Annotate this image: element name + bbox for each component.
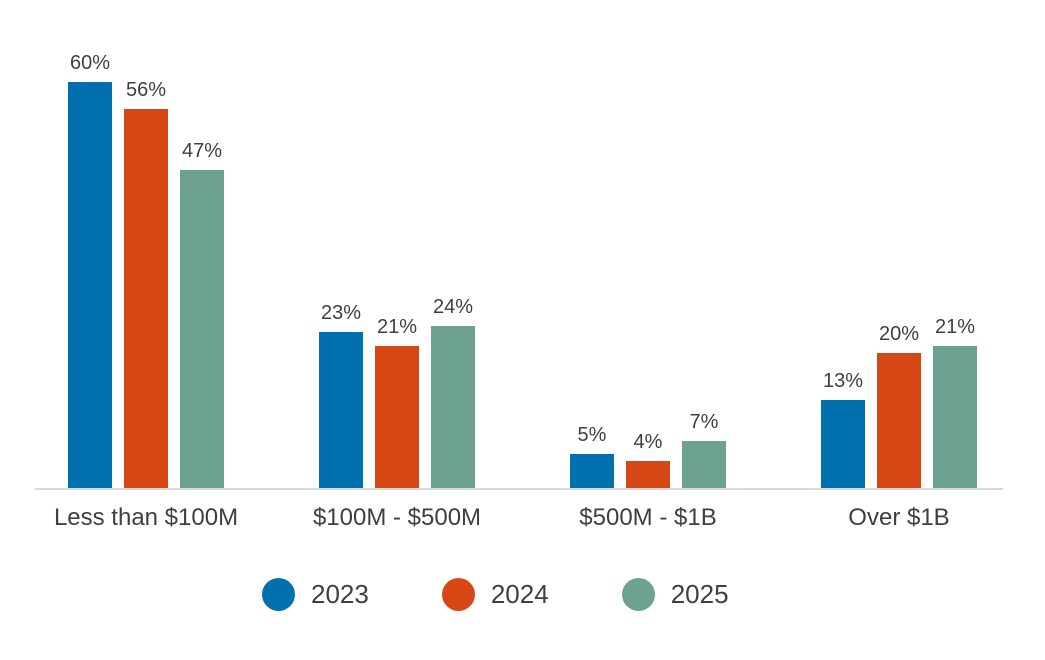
category-label-100m-500m: $100M - $500M [312, 504, 482, 531]
legend-marker-2024 [441, 578, 475, 611]
bar-value-label: 5% [577, 424, 607, 446]
bar-2024-100m-500m [375, 346, 419, 488]
bar-2025-less-than-100m [180, 170, 224, 488]
bar-wrap-2023-over-1b: 13% [821, 370, 865, 488]
bar-value-label: 7% [689, 411, 719, 433]
bar-wrap-2025-less-than-100m: 47% [180, 140, 224, 488]
bar-2024-less-than-100m [124, 109, 168, 488]
bar-value-label: 47% [181, 140, 223, 162]
bar-value-label: 23% [320, 302, 362, 324]
legend-item-2024: 2024 [441, 578, 549, 611]
bar-2024-over-1b [877, 353, 921, 488]
bar-2023-less-than-100m [68, 82, 112, 488]
bar-2023-over-1b [821, 400, 865, 488]
bar-2025-500m-1b [682, 441, 726, 488]
bar-group-over-1b: 13% 20% 21% [821, 2, 977, 488]
bar-2024-500m-1b [626, 461, 670, 488]
bar-group-500m-1b: 5% 4% 7% [570, 2, 726, 488]
bar-value-label: 21% [934, 316, 976, 338]
bar-wrap-2025-500m-1b: 7% [682, 411, 726, 488]
bar-value-label: 56% [125, 79, 167, 101]
bar-value-label: 13% [822, 370, 864, 392]
legend-marker-2025 [621, 578, 655, 611]
legend: 2023 2024 2025 [262, 578, 729, 611]
category-label-less-than-100m: Less than $100M [53, 504, 239, 531]
bar-wrap-2024-100m-500m: 21% [375, 316, 419, 488]
plot-area: 60% 56% 47% 23% 21% 24% 5% 4% 7% 13% 20% 21% [35, 2, 1003, 490]
bar-wrap-2023-less-than-100m: 60% [68, 52, 112, 488]
bar-group-less-than-100m: 60% 56% 47% [68, 2, 224, 488]
legend-item-2025: 2025 [621, 578, 729, 611]
bar-wrap-2024-500m-1b: 4% [626, 431, 670, 488]
bar-wrap-2025-100m-500m: 24% [431, 296, 475, 488]
bar-value-label: 21% [376, 316, 418, 338]
bar-value-label: 60% [69, 52, 111, 74]
legend-label: 2023 [311, 579, 369, 609]
bar-2023-500m-1b [570, 454, 614, 488]
bar-wrap-2024-over-1b: 20% [877, 323, 921, 488]
category-label-500m-1b: $500M - $1B [579, 504, 717, 531]
bar-wrap-2024-less-than-100m: 56% [124, 79, 168, 488]
x-axis-line [35, 488, 1003, 490]
bar-2025-100m-500m [431, 326, 475, 488]
bar-wrap-2023-100m-500m: 23% [319, 302, 363, 488]
bar-value-label: 24% [432, 296, 474, 318]
bar-wrap-2023-500m-1b: 5% [570, 424, 614, 488]
bar-group-100m-500m: 23% 21% 24% [319, 2, 475, 488]
legend-item-2023: 2023 [262, 578, 369, 611]
legend-marker-2023 [262, 578, 295, 611]
legend-label: 2024 [490, 579, 549, 609]
legend-label: 2025 [670, 579, 729, 609]
category-label-over-1b: Over $1B [848, 504, 950, 531]
bar-wrap-2025-over-1b: 21% [933, 316, 977, 488]
bar-2025-over-1b [933, 346, 977, 488]
bar-2023-100m-500m [319, 332, 363, 488]
bar-value-label: 4% [633, 431, 663, 453]
bar-value-label: 20% [878, 323, 920, 345]
